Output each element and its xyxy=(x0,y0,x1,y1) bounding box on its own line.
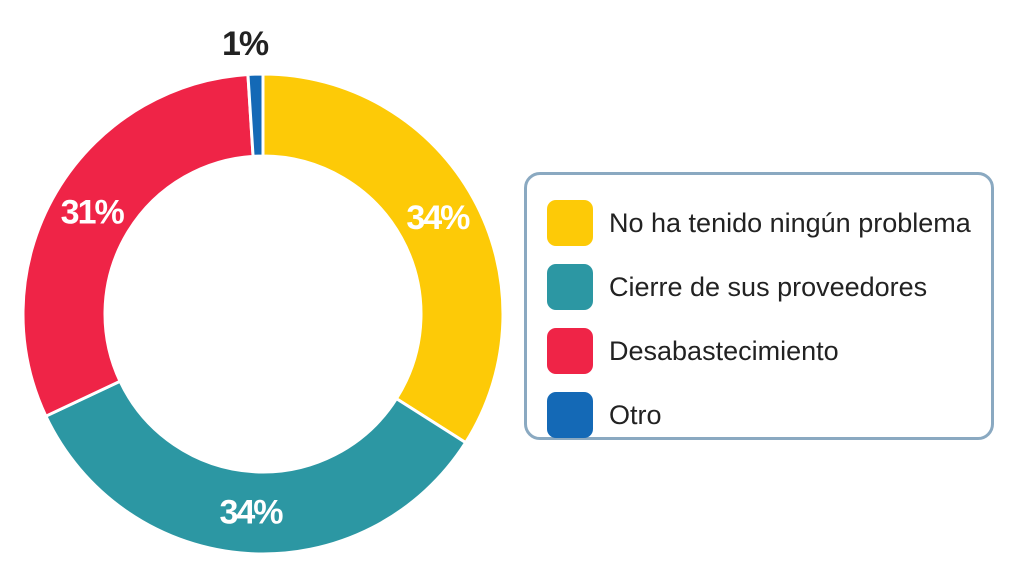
slice-label-1: 34% xyxy=(219,494,283,532)
slice-0 xyxy=(261,72,505,445)
slice-label-0: 34% xyxy=(406,199,470,237)
slice-3 xyxy=(246,72,265,158)
legend-label: Cierre de sus proveedores xyxy=(609,271,928,302)
legend-item-supplier-closure: Cierre de sus proveedores xyxy=(547,255,991,319)
donut-slices xyxy=(21,72,505,556)
legend-swatch-red xyxy=(547,328,593,374)
legend-item-other: Otro xyxy=(547,383,991,447)
legend-label: No ha tenido ningún problema xyxy=(609,207,971,238)
legend-label: Desabastecimiento xyxy=(609,335,839,366)
slice-label-2: 31% xyxy=(61,194,125,232)
slice-1 xyxy=(43,379,468,556)
slice-2 xyxy=(21,72,255,419)
slice-label-3: 1% xyxy=(222,25,269,63)
legend-swatch-yellow xyxy=(547,200,593,246)
legend-item-shortage: Desabastecimiento xyxy=(547,319,991,383)
chart-legend: No ha tenido ningún problema Cierre de s… xyxy=(524,172,994,440)
legend-item-no-problem: No ha tenido ningún problema xyxy=(547,191,991,255)
legend-swatch-blue xyxy=(547,392,593,438)
slice-labels: 34% 34% 31% 1% xyxy=(61,25,472,532)
legend-swatch-teal xyxy=(547,264,593,310)
legend-label: Otro xyxy=(609,399,662,430)
